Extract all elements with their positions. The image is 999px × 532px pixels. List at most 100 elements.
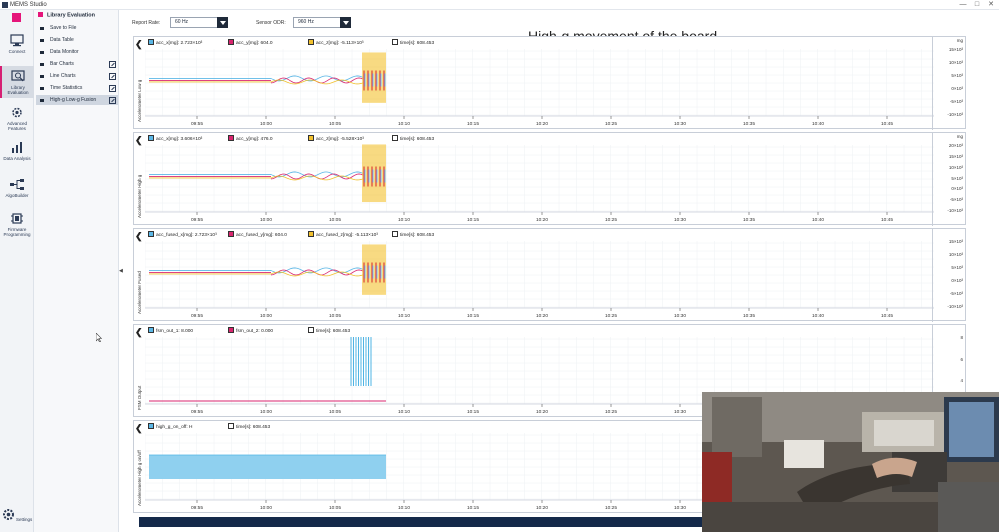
legend-label: acc_x[mg]: 3.606×10³ <box>156 137 203 142</box>
legend-entry[interactable]: acc_y[mg]: 604.0 <box>228 39 273 47</box>
legend-entry[interactable]: acc_fused_y[mg]: 604.0 <box>228 231 287 239</box>
minimize-button[interactable]: — <box>959 1 967 8</box>
legend-entry[interactable]: high_g_on_off: H <box>148 423 192 431</box>
collapse-chart-icon[interactable]: ❮ <box>135 39 143 49</box>
y-tick-label: 15×10³ <box>948 153 963 159</box>
legend-entry[interactable]: time[s]: 608.453 <box>392 231 434 239</box>
open-external-icon[interactable] <box>109 96 116 104</box>
library-item-time-statistics[interactable]: Time Statistics <box>36 83 118 93</box>
legend-swatch-icon <box>308 327 314 333</box>
time-tick-label: 10:15 <box>467 217 479 223</box>
y-tick-label: -5×10³ <box>949 99 963 104</box>
sidebar-item-data-analysis[interactable]: Data Analysis <box>0 141 34 161</box>
timeline-scrollbar[interactable] <box>139 517 702 527</box>
y-tick-label: -5×10³ <box>949 291 963 296</box>
sidebar-item-firmware-programming[interactable]: Firmware Programming <box>0 212 34 237</box>
y-tick-label: 0×10³ <box>951 186 963 192</box>
y-tick-label: 8 <box>960 335 963 340</box>
legend-entry[interactable]: acc_z[mg]: -5.113×10³ <box>308 39 364 47</box>
sidebar-item-label: AlgoBuilder <box>5 193 29 198</box>
app-logo-icon <box>2 2 8 8</box>
sidebar-item-label: Advanced Features <box>6 121 27 131</box>
y-tick-label: -10×10³ <box>947 112 963 117</box>
sidebar-item-connect[interactable]: Connect <box>0 34 34 54</box>
time-tick-label: 10:40 <box>812 313 824 319</box>
time-tick-label: 10:00 <box>260 505 272 511</box>
library-item-bar-charts[interactable]: Bar Charts <box>36 59 118 69</box>
bullet-icon <box>40 38 44 42</box>
y-tick-label: 10×10³ <box>948 252 963 257</box>
time-tick-label: 10:40 <box>812 121 824 127</box>
connect-icon <box>10 34 24 47</box>
legend-entry[interactable]: fsm_out_1: 8.000 <box>148 327 193 335</box>
series-line <box>270 271 364 277</box>
legend-swatch-icon <box>148 39 154 45</box>
close-button[interactable]: ✕ <box>988 1 994 8</box>
legend-entry[interactable]: time[s]: 608.453 <box>228 423 270 431</box>
time-tick-label: 10:05 <box>329 121 341 127</box>
open-external-icon[interactable] <box>109 84 116 92</box>
library-item-line-charts[interactable]: Line Charts <box>36 71 118 81</box>
open-external-icon[interactable] <box>109 60 116 68</box>
chart-title: Accelerometer High g on/off <box>137 450 142 506</box>
legend-entry[interactable]: time[s]: 608.453 <box>392 39 434 47</box>
collapse-panel-icon[interactable]: ◀ <box>119 268 123 274</box>
chart-plot-area[interactable]: 09:55 10:00 10:05 10:10 10:15 10:20 10:25 10:30… <box>145 133 934 224</box>
legend-label: time[s]: 608.453 <box>236 425 271 430</box>
time-tick-label: 10:15 <box>467 505 479 511</box>
sidebar-item-algobuilder[interactable]: AlgoBuilder <box>0 178 34 198</box>
open-external-icon[interactable] <box>109 72 116 80</box>
series-line <box>270 79 364 85</box>
legend-entry[interactable]: time[s]: 608.453 <box>392 135 434 143</box>
collapse-chart-icon[interactable]: ❮ <box>135 423 143 433</box>
legend-swatch-icon <box>148 135 154 141</box>
legend-entry[interactable]: acc_z[mg]: -5.528×10³ <box>308 135 364 143</box>
chart-title: FSM Output <box>137 385 142 410</box>
chart-title: Accelerometer High g <box>137 174 142 218</box>
sensor-odr-select[interactable]: 960 Hz <box>293 17 351 28</box>
chevron-down-icon <box>217 17 228 28</box>
chart-plot-area[interactable]: 09:55 10:00 10:05 10:10 10:15 10:20 10:25 10:30… <box>145 229 934 320</box>
time-tick-label: 10:30 <box>674 121 686 127</box>
legend-entry[interactable]: acc_x[mg]: 2.723×10³ <box>148 39 202 47</box>
library-item-data-monitor[interactable]: Data Monitor <box>36 47 118 57</box>
y-tick-label: 6 <box>960 356 963 362</box>
time-tick-label: 10:25 <box>605 505 617 511</box>
chart-plot-area[interactable]: 09:55 10:00 10:05 10:10 10:15 10:20 10:25 10:30… <box>145 37 934 128</box>
legend-swatch-icon <box>228 39 234 45</box>
report-rate-select[interactable]: 60 Hz <box>170 17 228 28</box>
legend-entry[interactable]: acc_fused_z[mg]: -5.113×10³ <box>308 231 378 239</box>
library-item-data-table[interactable]: Data Table <box>36 35 118 45</box>
legend-entry[interactable]: time[s]: 608.453 <box>308 327 350 335</box>
y-tick-label: 0×10³ <box>951 278 963 283</box>
legend-label: acc_z[mg]: -5.113×10³ <box>316 41 364 46</box>
sidebar-item-label: Data Analysis <box>3 156 31 161</box>
time-tick-label: 10:35 <box>743 313 755 319</box>
bullet-icon <box>40 98 44 102</box>
chart-plot-area[interactable]: 09:55 10:00 10:05 10:10 10:15 10:20 10:25 10:30… <box>145 421 934 512</box>
legend-entry[interactable]: fsm_out_2: 0.000 <box>228 327 273 335</box>
sidebar-item-library-evaluation[interactable]: Library Evaluation <box>0 66 34 98</box>
y-tick-label: 15×10³ <box>948 239 963 244</box>
legend-swatch-icon <box>228 231 234 237</box>
sidebar-item-label: Connect <box>8 49 26 54</box>
legend-entry[interactable]: acc_y[mg]: 476.0 <box>228 135 273 143</box>
chevron-down-icon <box>340 17 351 28</box>
sidebar-item-advanced-features[interactable]: Advanced Features <box>0 106 34 131</box>
library-item-high-g-low-g-fusion[interactable]: High-g Low-g Fusion <box>36 95 118 105</box>
collapse-chart-icon[interactable]: ❮ <box>135 327 143 337</box>
legend-label: high_g_on_off: H <box>156 425 193 430</box>
settings-button[interactable]: Settings <box>0 508 34 522</box>
time-tick-label: 09:55 <box>191 313 203 319</box>
collapse-chart-icon[interactable]: ❮ <box>135 231 143 241</box>
legend-swatch-icon <box>228 327 234 333</box>
collapse-chart-icon[interactable]: ❮ <box>135 135 143 145</box>
brand-logo-icon <box>12 13 21 22</box>
time-tick-label: 09:55 <box>191 505 203 511</box>
maximize-button[interactable]: □ <box>974 1 980 8</box>
legend-entry[interactable]: acc_fused_x[mg]: 2.723×10³ <box>148 231 217 239</box>
library-item-save-to-file[interactable]: Save to File <box>36 23 118 33</box>
bullet-icon <box>40 86 44 90</box>
legend-entry[interactable]: acc_x[mg]: 3.606×10³ <box>148 135 202 143</box>
